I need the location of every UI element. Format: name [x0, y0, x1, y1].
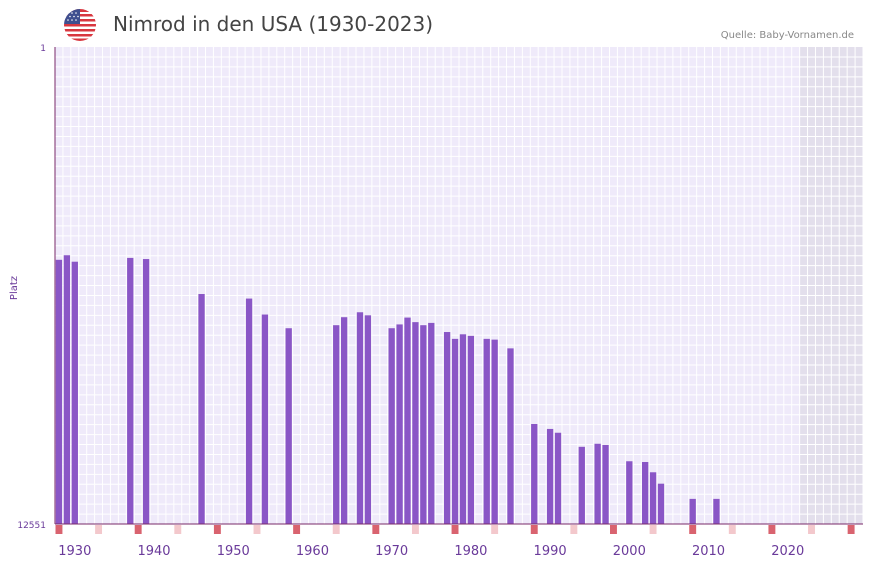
- bar-1990: [546, 428, 554, 524]
- page-title: Nimrod in den USA (1930-2023): [113, 12, 434, 36]
- bar-2002: [641, 462, 649, 524]
- bar-1937: [127, 257, 134, 524]
- half-decade-marker: [570, 525, 578, 534]
- bar-1971: [396, 324, 403, 524]
- bar-1983: [491, 339, 498, 524]
- half-decade-marker: [491, 525, 499, 534]
- decade-marker: [768, 525, 776, 534]
- half-decade-marker: [649, 525, 657, 534]
- source-credit: Quelle: Baby-Vornamen.de: [720, 30, 854, 41]
- bar-1930: [71, 261, 78, 524]
- half-decade-marker: [95, 525, 103, 534]
- half-decade-marker: [728, 525, 736, 534]
- bar-1963: [333, 325, 340, 524]
- bar-1982: [483, 338, 490, 524]
- x-tick-label: 2020: [771, 544, 804, 559]
- half-decade-marker: [174, 525, 182, 534]
- x-tick-label: 1970: [375, 544, 408, 559]
- x-tick-label: 1960: [296, 544, 329, 559]
- bar-1977: [443, 332, 451, 524]
- x-tick-label: 2010: [692, 544, 725, 559]
- half-decade-marker: [332, 525, 340, 534]
- bar-1991: [554, 432, 562, 524]
- decade-marker: [372, 525, 380, 534]
- y-tick-label: 12551: [17, 521, 46, 531]
- bar-1946: [198, 294, 205, 524]
- bar-1928: [55, 259, 63, 524]
- decade-marker: [610, 525, 617, 534]
- half-decade-marker: [411, 525, 419, 534]
- bar-1994: [578, 446, 585, 524]
- bar-2011: [713, 498, 720, 524]
- x-tick-label: 1980: [454, 544, 487, 559]
- bar-1985: [507, 348, 514, 524]
- bar-1996: [594, 443, 601, 524]
- bar-1952: [245, 298, 253, 524]
- us-flag-icon: [64, 9, 96, 41]
- decade-marker: [530, 525, 538, 534]
- decade-marker: [134, 525, 142, 534]
- decade-marker: [847, 525, 855, 534]
- bar-1970: [388, 328, 395, 524]
- bar-1974: [420, 325, 427, 524]
- bar-2008: [689, 498, 696, 524]
- half-decade-marker: [808, 525, 815, 534]
- bar-1929: [63, 255, 71, 524]
- x-tick-label: 1990: [534, 544, 567, 559]
- x-tick-label: 1930: [58, 544, 91, 559]
- bar-2000: [626, 461, 633, 524]
- decade-marker: [689, 525, 697, 534]
- bar-1967: [364, 315, 372, 524]
- x-tick-label: 1950: [217, 544, 250, 559]
- bar-1954: [261, 314, 269, 524]
- bar-1980: [467, 335, 475, 524]
- decade-marker: [451, 525, 459, 534]
- x-tick-label: 2000: [613, 544, 646, 559]
- bar-1966: [356, 312, 364, 524]
- y-tick-label: 1: [40, 44, 46, 54]
- bar-1939: [142, 259, 150, 524]
- bar-1979: [459, 334, 467, 524]
- bar-2004: [657, 483, 665, 524]
- bar-1964: [340, 317, 348, 524]
- decade-marker: [213, 525, 221, 534]
- bar-1978: [451, 338, 459, 524]
- decade-marker: [55, 525, 63, 534]
- bar-1988: [531, 424, 538, 524]
- half-decade-marker: [253, 525, 261, 534]
- x-tick-label: 1940: [137, 544, 170, 559]
- y-axis-title: Platz: [9, 276, 20, 300]
- bar-1973: [412, 322, 419, 524]
- bar-1997: [602, 444, 609, 524]
- decade-marker: [293, 525, 301, 534]
- bar-1972: [404, 317, 411, 524]
- bar-2003: [649, 472, 657, 524]
- bar-1957: [285, 328, 292, 524]
- bar-1975: [428, 322, 435, 524]
